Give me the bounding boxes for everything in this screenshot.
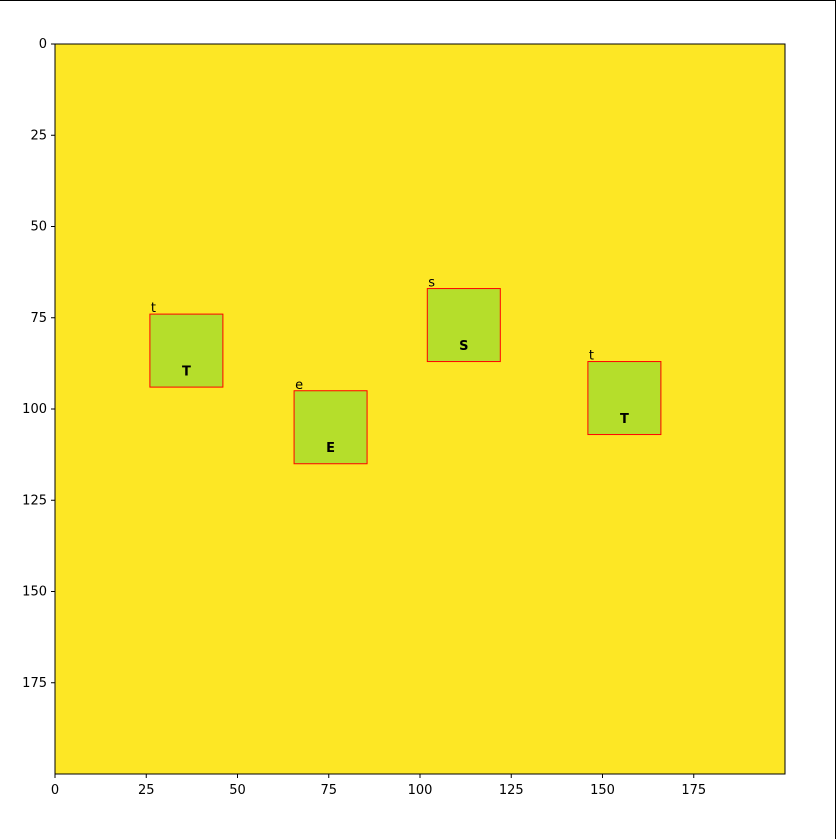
letter-glyph: E <box>326 441 335 456</box>
detection-2: Ss <box>426 276 501 363</box>
bounding-box <box>426 288 501 363</box>
y-tick-label: 25 <box>30 128 47 143</box>
y-tick-label: 150 <box>22 585 47 600</box>
detection-0: Tt <box>149 301 224 388</box>
y-tick-label: 100 <box>22 402 47 417</box>
axes: Tt Ee Ss Tt 0 25 50 75 100 125 150 175 0 25 50 75 100 1… <box>22 37 786 798</box>
bounding-box <box>293 390 368 465</box>
y-tick-label: 75 <box>30 311 47 326</box>
x-tick-label: 50 <box>229 783 246 798</box>
x-tick-label: 150 <box>590 783 615 798</box>
letter-glyph: S <box>459 339 468 354</box>
letter-tile <box>427 288 501 362</box>
detection-1: Ee <box>293 378 368 465</box>
letter-glyph: T <box>182 364 191 379</box>
x-tick-label: 0 <box>51 783 59 798</box>
detection-label: e <box>295 378 303 393</box>
y-tick-label: 0 <box>39 37 47 52</box>
y-tick-label: 125 <box>22 493 47 508</box>
detection-label: t <box>151 301 156 316</box>
x-tick-label: 175 <box>681 783 706 798</box>
y-tick-label: 50 <box>30 220 47 235</box>
y-tick-label: 175 <box>22 676 47 691</box>
letter-tile <box>149 314 223 388</box>
detection-3: Tt <box>587 349 662 436</box>
x-tick-label: 125 <box>499 783 524 798</box>
bounding-box <box>587 361 662 436</box>
letter-tiles: Tt Ee Ss Tt <box>149 276 662 465</box>
detection-label: t <box>589 349 594 364</box>
y-axis: 0 25 50 75 100 125 150 175 <box>22 37 55 691</box>
x-tick-label: 75 <box>320 783 337 798</box>
x-axis: 0 25 50 75 100 125 150 175 <box>51 774 706 798</box>
x-tick-label: 100 <box>408 783 433 798</box>
x-tick-label: 25 <box>138 783 155 798</box>
bounding-box <box>149 313 224 388</box>
detection-label: s <box>428 276 435 291</box>
image-background <box>55 44 785 774</box>
letter-tile <box>587 361 661 435</box>
letter-tile <box>294 390 368 464</box>
letter-glyph: T <box>620 412 629 427</box>
